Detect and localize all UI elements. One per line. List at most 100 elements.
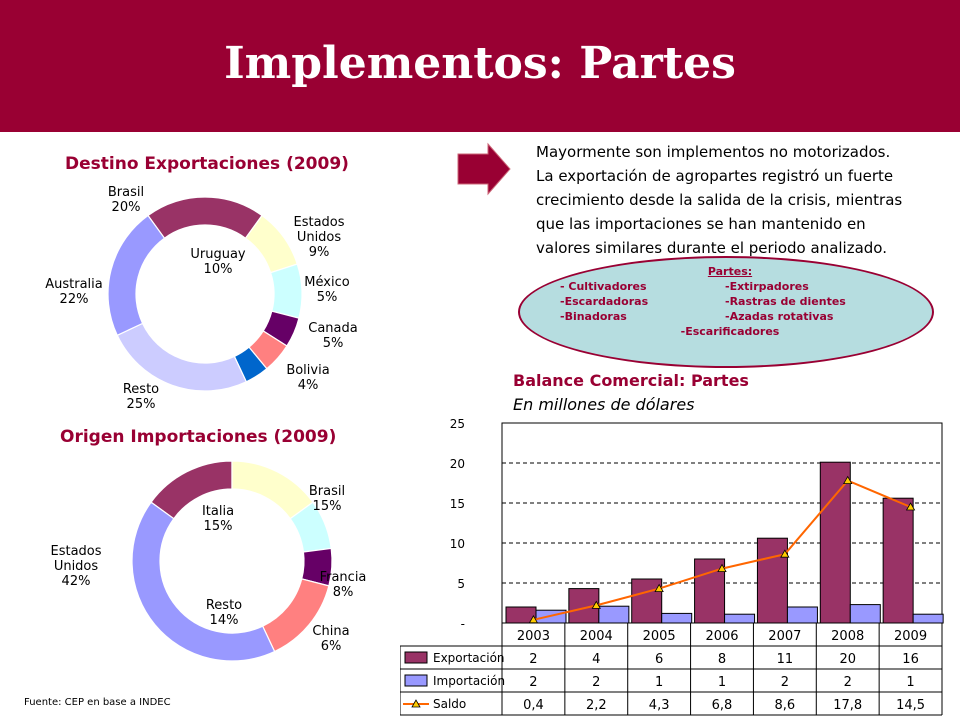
bar-importacion-2007 [786,606,818,624]
slice-label-estados-unidos: Estados Unidos 42% [50,544,101,589]
slice-label-brasil: Brasil 15% [309,484,345,514]
table-cell-exportacion: 4 [592,652,600,667]
bar-importacion-2005 [661,612,693,624]
page-title: Implementos: Partes [224,38,736,89]
slice-label-uruguay: Uruguay 10% [190,247,246,277]
table-cell-exportacion: 6 [655,652,663,667]
table-cell-saldo: 14,5 [896,698,925,713]
table-cell-importacion: 1 [718,675,726,690]
x-tick-label: 2008 [831,629,864,644]
slice-label-bolivia: Bolivia 4% [286,363,329,393]
point-saldo-2004 [591,600,601,609]
point-saldo-2008 [843,475,853,484]
slice-resto [116,322,248,392]
y-tick-label: 10 [450,537,465,551]
parts-item: -Binadoras [560,310,627,323]
table-cell-saldo: 4,3 [649,698,670,713]
legend-swatch-importacion [404,674,428,687]
y-tick-label: 5 [457,577,465,591]
legend-label-importacion: Importación [433,674,505,688]
import-origin-chart: Italia 15% Brasil 15% Francia 8% China 6% Resto 1… [50,460,367,662]
bar-importacion-2004 [598,605,630,624]
parts-row: -Binadoras -Azadas rotativas [560,309,900,324]
x-tick-label: 2007 [768,629,801,644]
slice-brasil [231,460,314,520]
table-cell-saldo: 2,2 [586,698,607,713]
y-tick-label: 25 [450,417,465,431]
table-cell-importacion: 2 [592,675,600,690]
balance-title: Balance Comercial: Partes [513,371,749,390]
arrow-right-icon [457,142,511,196]
slice-label-resto: Resto 25% [123,382,159,412]
table-cell-saldo: 0,4 [523,698,544,713]
description-line: valores similares durante el periodo ana… [536,239,887,257]
slice-label-australia: Australia 22% [45,277,103,307]
legend-marker-saldo [411,699,421,708]
legend-label-exportacion: Exportación [433,651,505,665]
description-line: Mayormente son implementos no motorizado… [536,143,891,161]
parts-ellipse [518,256,934,368]
slice-label-italia: Italia 15% [202,504,234,534]
bar-exportacion-2007 [756,537,788,624]
source-note: Fuente: CEP en base a INDEC [24,697,171,708]
table-cell-exportacion: 2 [529,652,537,667]
title-bar: Implementos: Partes [0,0,960,132]
slice-resto [261,578,330,653]
table-cell-importacion: 1 [655,675,663,690]
export-destination-chart: Brasil 20% Uruguay 10% Estados Unidos 9% México… [45,185,357,412]
bar-exportacion-2008 [819,461,851,624]
parts-item: - Cultivadores [560,280,647,293]
description-line: La exportación de agropartes registró un… [536,167,894,185]
slice-label-china: China 6% [312,624,349,654]
description: Mayormente son implementos no motorizado… [536,140,956,260]
description-line: que las importaciones se han mantenido e… [536,215,866,233]
y-tick-label: 20 [450,457,465,471]
table-cell-saldo: 8,6 [775,698,796,713]
legend-swatch-exportacion [404,651,428,664]
point-saldo-2005 [654,583,664,593]
parts-item: -Escarificadores [680,325,780,338]
x-tick-label: 2003 [517,629,550,644]
bar-importacion-2009 [912,613,944,624]
slice-estados-unidos [269,263,303,319]
slice-label-resto: Resto 14% [206,598,242,628]
slice-label-canada: Canada 5% [308,321,357,351]
x-tick-label: 2009 [894,629,927,644]
export-destination-title: Destino Exportaciones (2009) [65,154,349,174]
point-saldo-2006 [717,563,727,573]
x-tick-label: 2005 [643,629,676,644]
slice-label-brasil: Brasil 20% [108,185,144,215]
table-cell-exportacion: 11 [777,652,794,667]
bar-exportacion-2005 [631,578,663,624]
slice-estados-unidos [131,501,276,662]
table-cell-exportacion: 16 [902,652,919,667]
parts-header: Partes: [707,265,753,278]
table-cell-importacion: 2 [844,675,852,690]
parts-item: -Azadas rotativas [725,310,834,323]
table-cell-importacion: 1 [906,675,914,690]
bar-importacion-2008 [849,604,881,624]
table-cell-importacion: 2 [781,675,789,690]
slice-australia [107,214,166,337]
table-cell-exportacion: 8 [718,652,726,667]
bar-importacion-2006 [724,613,756,624]
y-tick-label: - [461,617,465,631]
balance-subtitle: En millones de dólares [513,395,695,414]
balance-chart: - 5 10 15 20 25 2003 2004 2005 2006 2007 2008 2009 Ex… [400,417,944,716]
parts-item: -Escardadoras [560,295,649,308]
y-tick-label: 15 [450,497,465,511]
table-cell-saldo: 17,8 [833,698,862,713]
legend-label-saldo: Saldo [433,697,466,711]
parts-list: Partes: - Cultivadores -Extirpadores -Es… [560,264,900,339]
slice-label-francia: Francia 8% [320,570,367,600]
parts-row: - Cultivadores -Extirpadores [560,279,900,294]
point-saldo-2007 [780,549,790,558]
parts-item: -Extirpadores [725,280,809,293]
slice-label-mexico: México 5% [304,275,349,305]
table-cell-saldo: 6,8 [712,698,733,713]
bar-exportacion-2009 [882,497,914,624]
parts-item: -Rastras de dientes [725,295,846,308]
import-origin-title: Origen Importaciones (2009) [60,427,337,447]
x-tick-label: 2004 [580,629,613,644]
point-saldo-2009 [905,502,916,511]
